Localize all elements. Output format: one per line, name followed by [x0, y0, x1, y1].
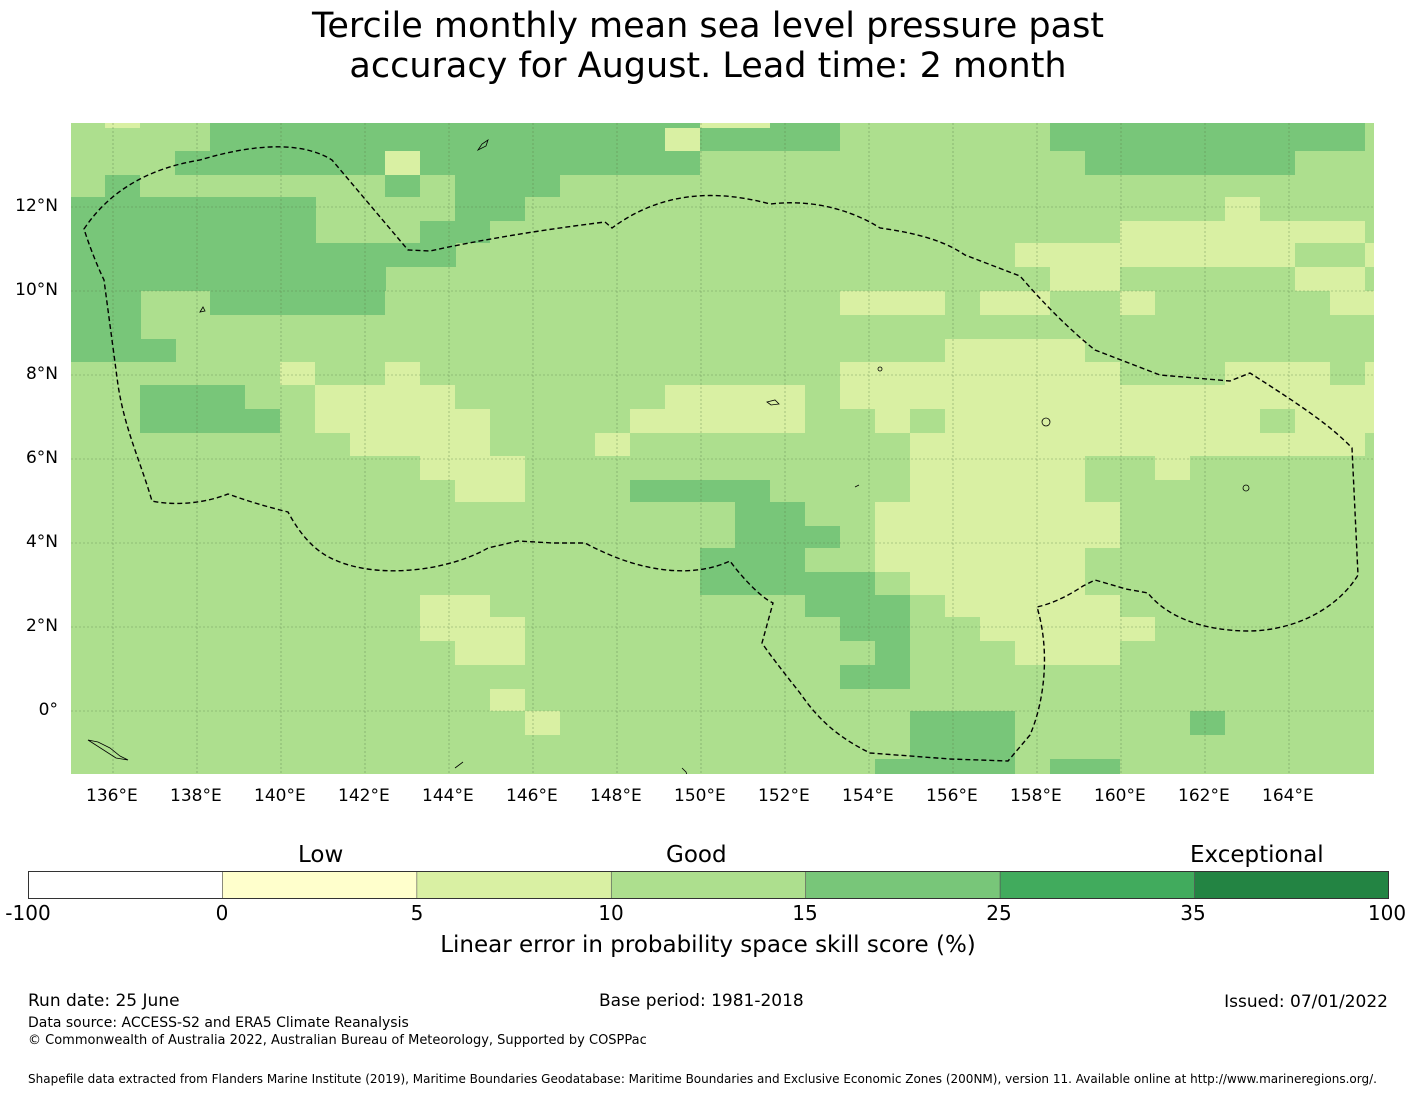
cells-15-25: [71, 123, 1365, 774]
lat-label: 8°N: [25, 364, 58, 384]
lon-label: 142°E: [338, 786, 390, 806]
islands: [87, 139, 1250, 774]
colorbar-tick: 25: [986, 901, 1012, 925]
lon-label: 152°E: [758, 786, 810, 806]
lon-label: 164°E: [1262, 786, 1314, 806]
colorbar-tick: 35: [1180, 901, 1206, 925]
lat-label: 2°N: [25, 616, 58, 636]
colorbar-segment: [1194, 871, 1389, 899]
map-title: Tercile monthly mean sea level pressure …: [0, 6, 1416, 86]
cells-5-10: [105, 123, 1374, 735]
lon-label: 136°E: [86, 786, 138, 806]
colorbar-segment: [805, 871, 1001, 899]
colorbar-tick: 100: [1367, 901, 1407, 925]
data-source: Data source: ACCESS-S2 and ERA5 Climate …: [28, 1015, 409, 1031]
colorbar-segment: [28, 871, 223, 899]
lon-label: 144°E: [422, 786, 474, 806]
skill-map: [71, 123, 1374, 774]
lon-label: 156°E: [926, 786, 978, 806]
title-line-1: Tercile monthly mean sea level pressure …: [311, 6, 1105, 46]
base-period: Base period: 1981-2018: [599, 991, 804, 1011]
lon-label: 160°E: [1094, 786, 1146, 806]
lon-label: 162°E: [1178, 786, 1230, 806]
colorbar: [28, 871, 1389, 899]
colorbar-label: Linear error in probability space skill …: [440, 932, 976, 958]
gridlines: [71, 123, 1374, 774]
colorbar-segment: [610, 871, 807, 899]
lat-label: 0°: [38, 700, 58, 720]
lon-label: 138°E: [170, 786, 222, 806]
colorbar-segment: [222, 871, 418, 899]
colorbar-category-exceptional: Exceptional: [1190, 842, 1324, 868]
lat-label: 4°N: [25, 532, 58, 552]
colorbar-tick: 10: [598, 901, 624, 925]
lat-label: 12°N: [15, 196, 58, 216]
lat-label: 10°N: [15, 280, 58, 300]
colorbar-segment: [999, 871, 1195, 899]
lon-label: 150°E: [674, 786, 726, 806]
shapefile-credit: Shapefile data extracted from Flanders M…: [28, 1072, 1377, 1086]
run-date: Run date: 25 June: [28, 991, 180, 1011]
copyright: © Commonwealth of Australia 2022, Austra…: [28, 1033, 647, 1048]
lon-label: 140°E: [254, 786, 306, 806]
lat-label: 6°N: [25, 448, 58, 468]
colorbar-tick: 5: [410, 901, 424, 925]
colorbar-category-low: Low: [298, 842, 344, 868]
colorbar-segment: [416, 871, 612, 899]
colorbar-category-good: Good: [666, 842, 727, 868]
eez-boundary: [83, 146, 1359, 762]
lon-label: 148°E: [590, 786, 642, 806]
lon-label: 154°E: [842, 786, 894, 806]
colorbar-tick: -100: [5, 901, 51, 925]
lon-label: 158°E: [1010, 786, 1062, 806]
lon-label: 146°E: [506, 786, 558, 806]
colorbar-tick: 15: [792, 901, 818, 925]
title-line-2: accuracy for August. Lead time: 2 month: [349, 46, 1067, 86]
issued-date: Issued: 07/01/2022: [1224, 992, 1388, 1012]
colorbar-tick: 0: [215, 901, 229, 925]
